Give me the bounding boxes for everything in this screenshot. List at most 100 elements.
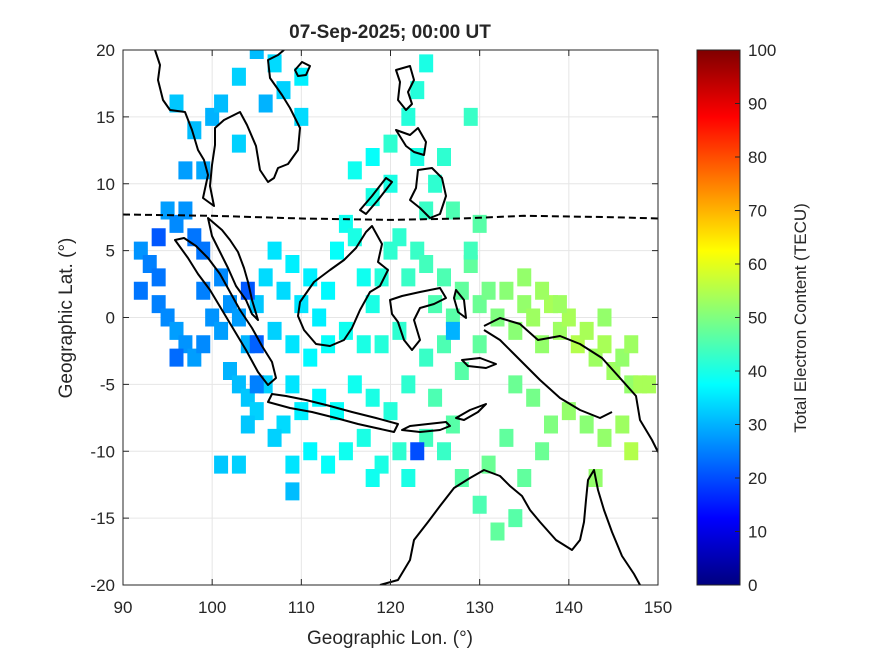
colorbar-tick-label-7: 70 xyxy=(748,202,767,221)
coastline-luzon xyxy=(395,65,415,111)
tec-cell-112 xyxy=(267,321,282,340)
x-tick-label-6: 150 xyxy=(644,598,672,617)
y-axis-label: Geographic Lat. (°) xyxy=(56,238,77,399)
tec-cell-81 xyxy=(428,388,443,407)
tec-cell-152 xyxy=(642,375,657,394)
tec-cell-107 xyxy=(356,335,371,354)
x-axis-label: Geographic Lon. (°) xyxy=(307,628,473,649)
tec-cell-64 xyxy=(597,335,612,354)
tec-cell-29 xyxy=(285,255,300,273)
tec-cell-30 xyxy=(294,295,309,314)
coastline-new-guinea-south xyxy=(483,329,613,419)
coastline-seram xyxy=(461,357,497,369)
coastline-sumatra xyxy=(174,237,277,386)
tec-cell-98 xyxy=(365,388,380,407)
tec-cell-2 xyxy=(178,201,193,220)
chart-title: 07-Sep-2025; 00:00 UT xyxy=(289,22,491,43)
tec-cell-83 xyxy=(392,442,407,461)
tec-cell-86 xyxy=(338,442,353,461)
tec-cell-93 xyxy=(285,375,300,394)
tec-cell-158 xyxy=(535,442,550,461)
tec-cell-157 xyxy=(517,469,532,487)
tec-cell-108 xyxy=(338,321,353,340)
colorbar-tick-label-5: 50 xyxy=(748,309,767,328)
tec-cell-77 xyxy=(472,495,487,514)
x-tick-label-0: 90 xyxy=(114,598,133,617)
coastlines xyxy=(154,50,658,585)
tec-cell-146 xyxy=(472,214,487,233)
y-tick-label-0: -20 xyxy=(90,576,115,595)
tec-cell-34 xyxy=(330,241,344,260)
tec-cell-91 xyxy=(267,428,282,447)
colorbar-tick-label-6: 60 xyxy=(748,255,767,274)
tec-cell-121 xyxy=(196,161,211,180)
tec-cell-145 xyxy=(463,241,478,260)
x-tick-label-5: 140 xyxy=(555,598,583,617)
tec-cell-85 xyxy=(356,428,371,447)
tec-cell-148 xyxy=(535,281,550,300)
tec-cell-79 xyxy=(508,509,523,528)
tec-cell-51 xyxy=(481,281,496,300)
tec-cell-134 xyxy=(401,107,416,126)
coastline-australia xyxy=(379,469,641,585)
y-tick-label-8: 20 xyxy=(96,41,115,60)
tec-cell-56 xyxy=(526,308,541,327)
tec-cell-165 xyxy=(169,348,184,367)
tec-cell-16 xyxy=(214,321,229,340)
tec-cell-166 xyxy=(151,228,166,247)
tec-cell-38 xyxy=(365,295,380,314)
coastline-timor xyxy=(455,403,487,421)
tec-cell-53 xyxy=(499,281,514,300)
tec-cell-160 xyxy=(401,469,416,487)
tec-cell-149 xyxy=(552,295,567,314)
tec-cell-116 xyxy=(285,482,300,501)
colorbar xyxy=(697,50,740,585)
tec-cell-162 xyxy=(410,442,425,461)
tec-cell-73 xyxy=(508,375,523,394)
coastline-mindanao xyxy=(409,167,447,219)
tec-cell-103 xyxy=(454,362,469,380)
tec-cell-150 xyxy=(597,308,612,327)
tec-cell-168 xyxy=(249,375,264,394)
tec-cell-76 xyxy=(454,469,469,487)
tec-cell-136 xyxy=(419,54,434,73)
tec-cells xyxy=(133,50,657,541)
tec-cell-147 xyxy=(517,268,532,287)
tec-cell-129 xyxy=(214,94,229,113)
tec-cell-125 xyxy=(249,50,264,59)
y-tick-label-2: -10 xyxy=(90,442,115,461)
colorbar-tick-label-2: 20 xyxy=(748,469,767,488)
colorbar-tick-label-10: 100 xyxy=(748,41,776,60)
tec-cell-135 xyxy=(410,81,425,100)
tec-cell-70 xyxy=(561,402,576,421)
tec-cell-42 xyxy=(401,268,416,287)
tec-cell-115 xyxy=(240,415,255,434)
tec-cell-142 xyxy=(365,188,380,207)
tec-cell-151 xyxy=(624,335,639,354)
tec-cell-163 xyxy=(249,335,264,354)
tec-cell-153 xyxy=(615,415,630,434)
tec-cell-27 xyxy=(267,241,282,260)
tec-cell-13 xyxy=(196,335,211,354)
tec-cell-138 xyxy=(428,174,443,193)
tec-cell-71 xyxy=(544,415,558,434)
x-tick-label-2: 110 xyxy=(288,598,315,617)
colorbar-tick-label-3: 30 xyxy=(748,416,767,435)
tec-cell-100 xyxy=(401,375,416,394)
x-axis-ticks: 90 100 110 120 130 140 150 xyxy=(114,50,672,617)
magnetic-equator-line xyxy=(123,213,658,221)
tec-cell-97 xyxy=(347,375,362,394)
tec-cell-124 xyxy=(276,81,291,100)
tec-cell-143 xyxy=(463,107,478,126)
tec-cell-109 xyxy=(321,335,336,354)
x-tick-label-1: 100 xyxy=(198,598,226,617)
tec-cell-62 xyxy=(579,321,594,340)
tec-cell-46 xyxy=(437,268,451,287)
tec-cell-110 xyxy=(303,348,318,367)
coastline-java xyxy=(267,393,399,433)
tec-cell-133 xyxy=(383,134,398,153)
coastline-lesser-sundas xyxy=(401,421,451,433)
tec-cell-31 xyxy=(303,268,318,287)
colorbar-tick-label-1: 10 xyxy=(748,523,767,542)
